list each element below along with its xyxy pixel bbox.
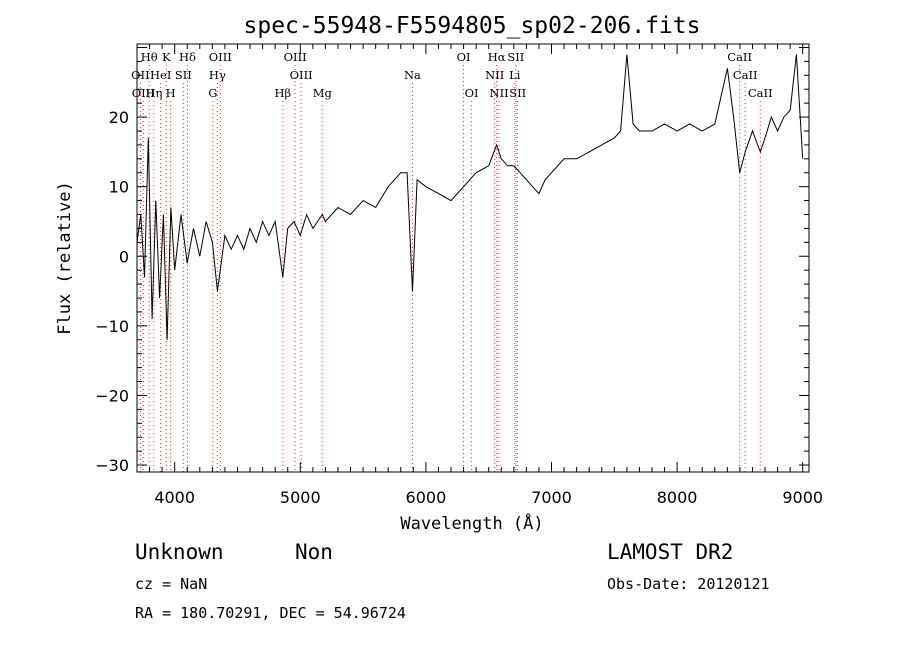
- spectral-line-label: OIII: [284, 50, 307, 64]
- spectral-line-label: SII: [507, 50, 524, 64]
- y-tick-label: 20: [109, 108, 129, 127]
- spectral-line-label: Hδ: [179, 50, 196, 64]
- y-tick-label: 10: [109, 178, 129, 197]
- y-tick-label: 0: [119, 247, 129, 266]
- spectral-line-label: SII: [509, 86, 526, 100]
- spectral-line-label: CaII: [727, 50, 752, 64]
- spectral-line-label: H: [166, 86, 176, 100]
- y-tick-labels: −30 −20 −10 0 10 20: [95, 108, 129, 475]
- axis-ticks: [137, 44, 809, 472]
- spectral-line-label: Na: [404, 68, 421, 82]
- y-axis-label: Flux (relative): [55, 181, 75, 335]
- y-tick-label: −30: [95, 456, 129, 475]
- object-class: Unknown: [135, 540, 224, 564]
- x-tick-labels: 4000 5000 6000 7000 8000 9000: [154, 488, 823, 507]
- spectral-line-label: K: [162, 50, 171, 64]
- x-tick-label: 4000: [154, 488, 195, 507]
- spectral-line-label: OIII: [209, 50, 232, 64]
- spectral-line-label: Hγ: [209, 68, 226, 82]
- spectral-line-label: Hθ: [141, 50, 158, 64]
- x-tick-label: 8000: [657, 488, 698, 507]
- spectral-line-label: Li: [509, 68, 521, 82]
- x-tick-label: 9000: [782, 488, 823, 507]
- object-subclass: Non: [295, 540, 333, 564]
- spectral-line-label: Mg: [313, 86, 333, 100]
- x-axis-label: Wavelength (Å): [400, 512, 543, 534]
- chart-title: spec-55948-F5594805_sp02-206.fits: [244, 13, 701, 39]
- spectral-line-label: OI: [465, 86, 479, 100]
- spectral-line-label: G: [208, 86, 217, 100]
- observation-date: Obs-Date: 20120121: [607, 575, 770, 593]
- survey-name: LAMOST DR2: [607, 540, 734, 564]
- spectral-line-markers: [139, 65, 761, 472]
- coordinates: RA = 180.70291, DEC = 54.96724: [135, 604, 406, 622]
- x-tick-label: 6000: [406, 488, 447, 507]
- x-tick-label: 7000: [531, 488, 572, 507]
- spectral-line-label: NII: [485, 68, 504, 82]
- spectral-line-label: CaII: [748, 86, 773, 100]
- redshift-cz: cz = NaN: [135, 575, 208, 593]
- spectral-line-label: SII: [175, 68, 192, 82]
- spectral-line-label: OI: [457, 50, 471, 64]
- spectral-line-label: Hα: [488, 50, 506, 64]
- spectral-line-label: CaII: [733, 68, 758, 82]
- y-tick-label: −20: [95, 386, 129, 405]
- spectral-line-label: HeI: [150, 68, 171, 82]
- spectral-line-label: NII: [490, 86, 509, 100]
- spectrum-line: [136, 54, 804, 340]
- spectral-line-label: Hη: [145, 86, 162, 100]
- y-tick-label: −10: [95, 317, 129, 336]
- spectral-line-label: Hβ: [274, 86, 291, 100]
- x-tick-label: 5000: [280, 488, 321, 507]
- plot-frame: [136, 43, 810, 473]
- spectral-line-label: OIII: [290, 68, 313, 82]
